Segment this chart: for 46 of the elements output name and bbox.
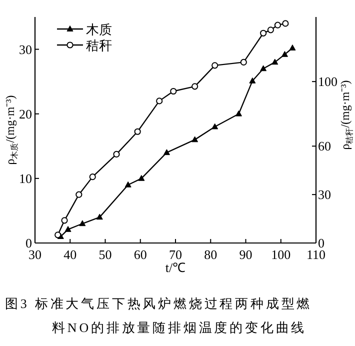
x-tick: 70 <box>169 247 182 262</box>
point <box>267 26 274 34</box>
y2-tick: 100 <box>318 74 338 90</box>
x-tick: 100 <box>271 247 291 262</box>
point <box>249 77 256 84</box>
point <box>282 20 289 27</box>
point <box>281 51 288 57</box>
point <box>272 58 278 65</box>
y-tick: 30 <box>19 42 32 57</box>
point <box>163 149 170 156</box>
x-tick: 90 <box>239 247 252 262</box>
point <box>192 136 198 142</box>
point <box>113 150 120 158</box>
point <box>212 123 218 130</box>
point <box>260 30 267 36</box>
point <box>96 214 103 220</box>
legend-label: 木质 <box>86 22 112 37</box>
point <box>79 220 86 226</box>
point <box>156 98 163 104</box>
y2-tick: 60 <box>318 138 331 154</box>
x-tick: 60 <box>134 247 147 262</box>
x-tick: 50 <box>98 247 112 262</box>
point <box>212 62 218 69</box>
point <box>240 58 247 66</box>
point <box>89 174 96 180</box>
point <box>76 191 82 198</box>
x-label: t/℃ <box>165 260 186 275</box>
x-tick: 80 <box>204 247 218 262</box>
point <box>138 174 145 181</box>
legend-label: 秸秆 <box>86 38 112 53</box>
point <box>134 128 141 135</box>
point <box>170 88 177 95</box>
y-tick: 20 <box>19 106 32 122</box>
point <box>54 232 62 238</box>
x-tick: 40 <box>64 247 77 262</box>
point <box>124 181 132 188</box>
point <box>61 217 68 224</box>
point <box>260 65 267 72</box>
caption: 图3 标准大气压下热风炉燃烧过程两种成型燃料NO的排放量随排烟温度的变化曲线 <box>4 295 314 337</box>
y2-tick: 30 <box>318 187 331 202</box>
point <box>289 44 296 50</box>
point <box>64 226 72 232</box>
point <box>235 110 242 116</box>
point <box>274 22 282 28</box>
y-tick: 10 <box>19 170 32 186</box>
point <box>192 83 198 90</box>
